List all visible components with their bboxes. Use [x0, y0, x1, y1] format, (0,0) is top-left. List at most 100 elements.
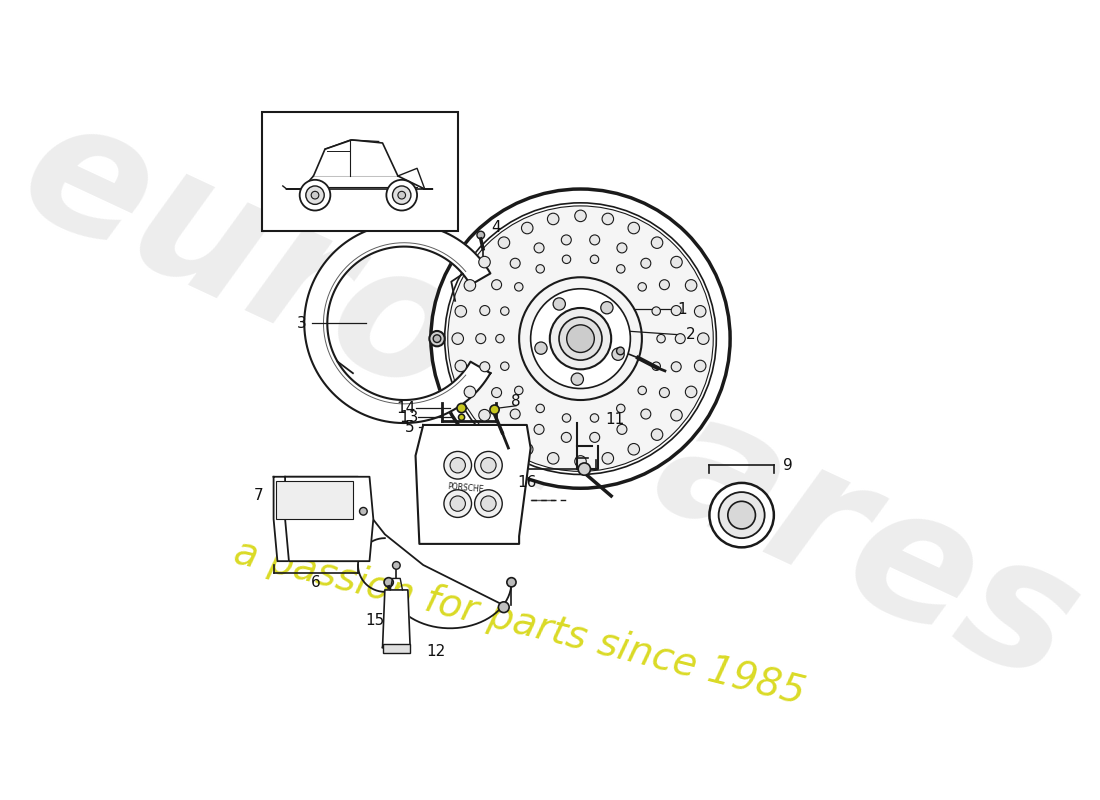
Circle shape: [510, 258, 520, 268]
Circle shape: [638, 386, 647, 394]
Text: PORSCHE: PORSCHE: [447, 482, 484, 494]
Text: 3: 3: [297, 316, 307, 330]
Text: a passion for parts since 1985: a passion for parts since 1985: [230, 533, 808, 712]
Circle shape: [590, 432, 600, 442]
Circle shape: [476, 334, 486, 344]
Circle shape: [659, 387, 670, 398]
Circle shape: [500, 362, 509, 370]
Circle shape: [617, 404, 625, 413]
Circle shape: [628, 443, 639, 455]
Circle shape: [456, 403, 466, 413]
Bar: [383, 644, 410, 653]
Circle shape: [574, 456, 586, 467]
Circle shape: [535, 342, 547, 354]
Circle shape: [507, 578, 516, 587]
Circle shape: [671, 410, 682, 421]
Circle shape: [574, 210, 586, 222]
Circle shape: [521, 222, 534, 234]
Circle shape: [591, 255, 598, 263]
Circle shape: [617, 265, 625, 273]
Circle shape: [384, 578, 394, 587]
Circle shape: [671, 306, 681, 315]
Circle shape: [500, 307, 509, 315]
Text: 6: 6: [311, 575, 321, 590]
Circle shape: [591, 414, 598, 422]
Polygon shape: [416, 425, 530, 544]
Circle shape: [444, 451, 472, 479]
Text: 16: 16: [517, 475, 537, 490]
Circle shape: [561, 432, 571, 442]
Text: 5: 5: [406, 420, 415, 434]
Circle shape: [617, 347, 624, 354]
Circle shape: [530, 289, 630, 389]
Text: 9: 9: [783, 458, 792, 473]
Circle shape: [521, 443, 534, 455]
Circle shape: [671, 362, 681, 372]
Circle shape: [306, 186, 324, 204]
Circle shape: [490, 405, 499, 414]
Circle shape: [478, 256, 491, 268]
Circle shape: [657, 334, 665, 343]
Circle shape: [602, 453, 614, 464]
Circle shape: [474, 490, 503, 518]
Circle shape: [480, 306, 490, 315]
Circle shape: [535, 243, 544, 253]
Circle shape: [571, 373, 583, 386]
Circle shape: [393, 562, 400, 570]
Circle shape: [535, 424, 544, 434]
Text: 2: 2: [685, 327, 695, 342]
Text: 8: 8: [512, 394, 521, 410]
Circle shape: [651, 237, 663, 249]
Circle shape: [515, 386, 522, 394]
Text: eurospares: eurospares: [0, 79, 1100, 721]
Circle shape: [299, 180, 330, 210]
Circle shape: [728, 502, 756, 529]
Polygon shape: [285, 477, 373, 561]
Circle shape: [480, 362, 490, 372]
Circle shape: [590, 235, 600, 245]
Text: 14: 14: [397, 401, 416, 415]
Circle shape: [652, 362, 660, 370]
Circle shape: [601, 302, 613, 314]
Text: 11: 11: [605, 412, 625, 426]
Circle shape: [455, 360, 466, 372]
Circle shape: [548, 214, 559, 225]
Circle shape: [579, 463, 591, 475]
Circle shape: [617, 243, 627, 253]
Circle shape: [617, 424, 627, 434]
Circle shape: [697, 333, 710, 344]
Circle shape: [498, 429, 509, 440]
Circle shape: [448, 206, 713, 471]
Circle shape: [492, 387, 502, 398]
Polygon shape: [383, 590, 410, 647]
Circle shape: [641, 409, 651, 419]
Text: 15: 15: [365, 613, 385, 628]
Circle shape: [498, 602, 509, 613]
Circle shape: [671, 256, 682, 268]
Circle shape: [566, 325, 594, 353]
Circle shape: [455, 306, 466, 317]
Circle shape: [429, 331, 444, 346]
Circle shape: [553, 298, 565, 310]
Circle shape: [492, 280, 502, 290]
Circle shape: [675, 334, 685, 344]
Circle shape: [450, 458, 465, 473]
Circle shape: [311, 191, 319, 199]
Bar: [276, 481, 353, 519]
Circle shape: [550, 308, 612, 370]
Text: 7: 7: [253, 489, 263, 503]
Circle shape: [433, 335, 441, 342]
Text: 4: 4: [492, 220, 500, 235]
Circle shape: [496, 334, 504, 343]
Circle shape: [638, 282, 647, 291]
Text: 12: 12: [427, 644, 446, 658]
Circle shape: [651, 429, 663, 440]
Circle shape: [386, 180, 417, 210]
Circle shape: [393, 186, 411, 204]
Circle shape: [536, 404, 544, 413]
Bar: [262, 112, 458, 231]
Circle shape: [481, 496, 496, 511]
Circle shape: [685, 280, 697, 291]
Circle shape: [562, 414, 571, 422]
Circle shape: [474, 451, 503, 479]
